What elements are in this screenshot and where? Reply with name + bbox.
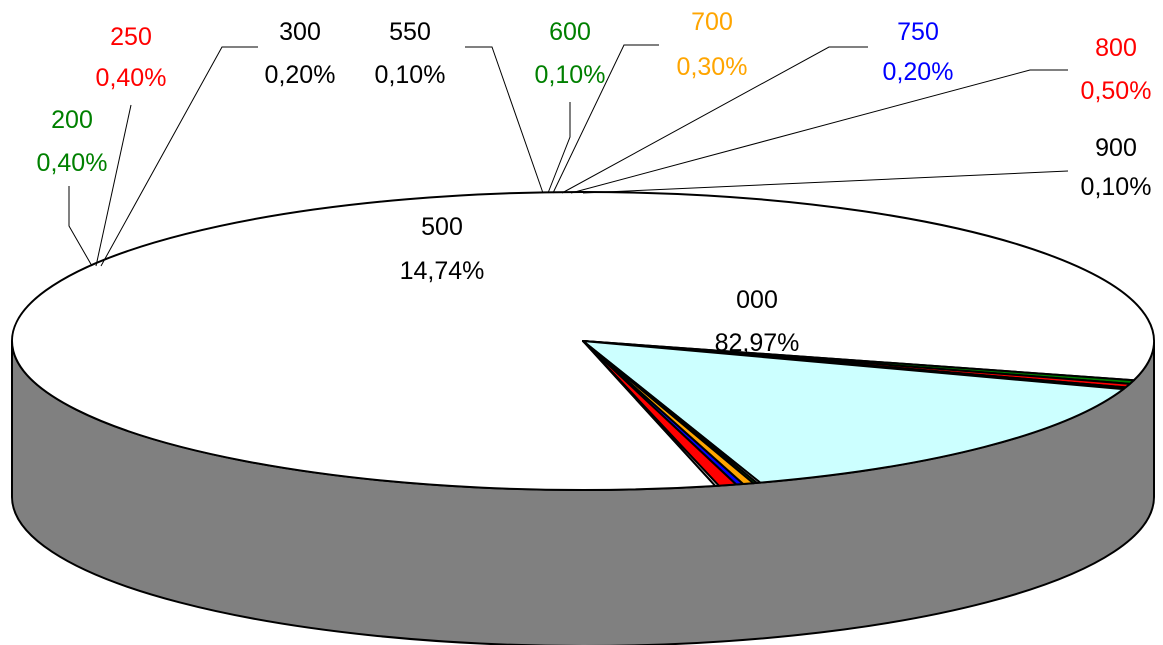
data-label-percent-500: 14,74% <box>400 257 485 285</box>
data-label-category-200: 200 <box>51 106 93 134</box>
data-label-percent-200: 0,40% <box>37 149 108 177</box>
pie-top-group <box>11 190 1155 491</box>
leader-line-250 <box>95 104 132 267</box>
data-label-category-300: 300 <box>279 18 321 46</box>
data-label-percent-900: 0,10% <box>1081 173 1152 201</box>
pie-slice-900 <box>582 340 720 487</box>
data-label-percent-750: 0,20% <box>883 58 954 86</box>
data-label-category-250: 250 <box>110 23 152 51</box>
leader-line-300 <box>100 46 258 267</box>
leader-line-550 <box>465 46 544 194</box>
data-label-category-500: 500 <box>421 213 463 241</box>
leader-line-700 <box>552 44 659 194</box>
leader-line-200 <box>68 186 93 267</box>
leader-line-800 <box>570 69 1068 194</box>
leader-line-900 <box>582 170 1069 194</box>
data-label-category-700: 700 <box>691 8 733 36</box>
data-label-category-600: 600 <box>549 18 591 46</box>
data-label-category-800: 800 <box>1095 34 1137 62</box>
data-label-percent-250: 0,40% <box>96 64 167 92</box>
data-label-percent-300: 0,20% <box>265 61 336 89</box>
data-label-category-900: 900 <box>1095 134 1137 162</box>
data-label-percent-800: 0,50% <box>1081 77 1152 105</box>
data-label-percent-600: 0,10% <box>535 61 606 89</box>
data-label-percent-000: 82,97% <box>715 329 800 357</box>
data-label-category-000: 000 <box>736 286 778 314</box>
data-label-category-750: 750 <box>897 18 939 46</box>
data-label-percent-550: 0,10% <box>375 61 446 89</box>
pie-slice-500 <box>582 340 1125 484</box>
data-label-category-550: 550 <box>389 18 431 46</box>
leader-lines-group <box>68 44 1069 267</box>
data-labels-group: 00082,97%2000,40%2500,40%3000,20%50014,7… <box>37 8 1152 357</box>
leader-line-600 <box>547 102 571 194</box>
data-label-percent-700: 0,30% <box>677 53 748 81</box>
leader-line-750 <box>561 46 868 194</box>
